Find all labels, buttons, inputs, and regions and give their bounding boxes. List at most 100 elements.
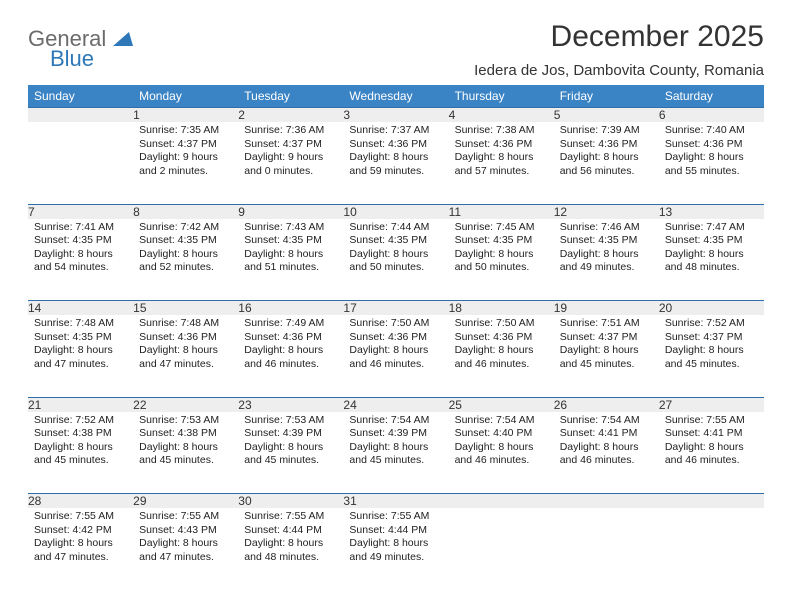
day-number: 19 — [554, 301, 659, 316]
day-details: Sunrise: 7:46 AMSunset: 4:35 PMDaylight:… — [554, 219, 659, 282]
day-cell: Sunrise: 7:48 AMSunset: 4:36 PMDaylight:… — [133, 315, 238, 397]
day-number: 4 — [449, 108, 554, 123]
empty-day-number — [449, 494, 554, 509]
weekday-header: Monday — [133, 85, 238, 108]
day-details: Sunrise: 7:49 AMSunset: 4:36 PMDaylight:… — [238, 315, 343, 378]
day-details: Sunrise: 7:50 AMSunset: 4:36 PMDaylight:… — [343, 315, 448, 378]
day-number: 14 — [28, 301, 133, 316]
day-number-row: 14151617181920 — [28, 301, 764, 316]
calendar-header: SundayMondayTuesdayWednesdayThursdayFrid… — [28, 85, 764, 108]
weekday-header: Wednesday — [343, 85, 448, 108]
day-details: Sunrise: 7:35 AMSunset: 4:37 PMDaylight:… — [133, 122, 238, 185]
day-cell: Sunrise: 7:53 AMSunset: 4:38 PMDaylight:… — [133, 412, 238, 494]
day-details: Sunrise: 7:55 AMSunset: 4:44 PMDaylight:… — [343, 508, 448, 571]
day-number: 21 — [28, 397, 133, 412]
day-details: Sunrise: 7:55 AMSunset: 4:43 PMDaylight:… — [133, 508, 238, 571]
location-text: Iedera de Jos, Dambovita County, Romania — [474, 62, 764, 79]
day-number: 13 — [659, 204, 764, 219]
day-cell: Sunrise: 7:41 AMSunset: 4:35 PMDaylight:… — [28, 219, 133, 301]
day-details: Sunrise: 7:48 AMSunset: 4:35 PMDaylight:… — [28, 315, 133, 378]
calendar-week-row: Sunrise: 7:55 AMSunset: 4:42 PMDaylight:… — [28, 508, 764, 590]
day-number: 22 — [133, 397, 238, 412]
day-cell: Sunrise: 7:50 AMSunset: 4:36 PMDaylight:… — [449, 315, 554, 397]
day-number: 30 — [238, 494, 343, 509]
weekday-header: Saturday — [659, 85, 764, 108]
empty-cell — [449, 508, 554, 590]
day-cell: Sunrise: 7:49 AMSunset: 4:36 PMDaylight:… — [238, 315, 343, 397]
day-cell: Sunrise: 7:39 AMSunset: 4:36 PMDaylight:… — [554, 122, 659, 204]
day-cell: Sunrise: 7:55 AMSunset: 4:44 PMDaylight:… — [238, 508, 343, 590]
empty-day-number — [554, 494, 659, 509]
day-number: 27 — [659, 397, 764, 412]
calendar-week-row: Sunrise: 7:41 AMSunset: 4:35 PMDaylight:… — [28, 219, 764, 301]
title-block: December 2025 Iedera de Jos, Dambovita C… — [474, 20, 764, 79]
day-number: 2 — [238, 108, 343, 123]
day-number-row: 21222324252627 — [28, 397, 764, 412]
day-cell: Sunrise: 7:37 AMSunset: 4:36 PMDaylight:… — [343, 122, 448, 204]
weekday-header: Thursday — [449, 85, 554, 108]
day-number-row: 123456 — [28, 108, 764, 123]
empty-cell — [28, 122, 133, 204]
day-cell: Sunrise: 7:54 AMSunset: 4:40 PMDaylight:… — [449, 412, 554, 494]
empty-cell — [554, 508, 659, 590]
day-details: Sunrise: 7:36 AMSunset: 4:37 PMDaylight:… — [238, 122, 343, 185]
day-details: Sunrise: 7:41 AMSunset: 4:35 PMDaylight:… — [28, 219, 133, 282]
day-details: Sunrise: 7:37 AMSunset: 4:36 PMDaylight:… — [343, 122, 448, 185]
day-details: Sunrise: 7:47 AMSunset: 4:35 PMDaylight:… — [659, 219, 764, 282]
day-details: Sunrise: 7:53 AMSunset: 4:39 PMDaylight:… — [238, 412, 343, 475]
day-details: Sunrise: 7:45 AMSunset: 4:35 PMDaylight:… — [449, 219, 554, 282]
day-number: 1 — [133, 108, 238, 123]
day-details: Sunrise: 7:51 AMSunset: 4:37 PMDaylight:… — [554, 315, 659, 378]
day-details: Sunrise: 7:52 AMSunset: 4:37 PMDaylight:… — [659, 315, 764, 378]
day-number: 26 — [554, 397, 659, 412]
calendar-body: 123456Sunrise: 7:35 AMSunset: 4:37 PMDay… — [28, 108, 764, 591]
day-details: Sunrise: 7:54 AMSunset: 4:41 PMDaylight:… — [554, 412, 659, 475]
day-cell: Sunrise: 7:51 AMSunset: 4:37 PMDaylight:… — [554, 315, 659, 397]
day-details: Sunrise: 7:48 AMSunset: 4:36 PMDaylight:… — [133, 315, 238, 378]
day-number: 25 — [449, 397, 554, 412]
day-number: 9 — [238, 204, 343, 219]
day-cell: Sunrise: 7:36 AMSunset: 4:37 PMDaylight:… — [238, 122, 343, 204]
day-number: 17 — [343, 301, 448, 316]
day-cell: Sunrise: 7:35 AMSunset: 4:37 PMDaylight:… — [133, 122, 238, 204]
day-number: 8 — [133, 204, 238, 219]
day-number: 16 — [238, 301, 343, 316]
day-cell: Sunrise: 7:38 AMSunset: 4:36 PMDaylight:… — [449, 122, 554, 204]
calendar-week-row: Sunrise: 7:48 AMSunset: 4:35 PMDaylight:… — [28, 315, 764, 397]
weekday-header: Friday — [554, 85, 659, 108]
day-details: Sunrise: 7:40 AMSunset: 4:36 PMDaylight:… — [659, 122, 764, 185]
day-cell: Sunrise: 7:54 AMSunset: 4:41 PMDaylight:… — [554, 412, 659, 494]
day-cell: Sunrise: 7:53 AMSunset: 4:39 PMDaylight:… — [238, 412, 343, 494]
day-number: 28 — [28, 494, 133, 509]
weekday-header: Tuesday — [238, 85, 343, 108]
day-number: 24 — [343, 397, 448, 412]
logo-text-top: General — [28, 26, 106, 52]
day-details: Sunrise: 7:55 AMSunset: 4:41 PMDaylight:… — [659, 412, 764, 475]
day-cell: Sunrise: 7:45 AMSunset: 4:35 PMDaylight:… — [449, 219, 554, 301]
weekday-header: Sunday — [28, 85, 133, 108]
calendar-table: SundayMondayTuesdayWednesdayThursdayFrid… — [28, 85, 764, 590]
day-number: 20 — [659, 301, 764, 316]
day-number: 15 — [133, 301, 238, 316]
day-number-row: 28293031 — [28, 494, 764, 509]
day-cell: Sunrise: 7:55 AMSunset: 4:41 PMDaylight:… — [659, 412, 764, 494]
day-cell: Sunrise: 7:40 AMSunset: 4:36 PMDaylight:… — [659, 122, 764, 204]
day-details: Sunrise: 7:44 AMSunset: 4:35 PMDaylight:… — [343, 219, 448, 282]
day-cell: Sunrise: 7:50 AMSunset: 4:36 PMDaylight:… — [343, 315, 448, 397]
empty-day-number — [28, 108, 133, 123]
day-cell: Sunrise: 7:54 AMSunset: 4:39 PMDaylight:… — [343, 412, 448, 494]
day-cell: Sunrise: 7:55 AMSunset: 4:42 PMDaylight:… — [28, 508, 133, 590]
day-cell: Sunrise: 7:47 AMSunset: 4:35 PMDaylight:… — [659, 219, 764, 301]
day-cell: Sunrise: 7:52 AMSunset: 4:37 PMDaylight:… — [659, 315, 764, 397]
day-details: Sunrise: 7:54 AMSunset: 4:39 PMDaylight:… — [343, 412, 448, 475]
day-number: 18 — [449, 301, 554, 316]
day-details: Sunrise: 7:38 AMSunset: 4:36 PMDaylight:… — [449, 122, 554, 185]
day-number: 12 — [554, 204, 659, 219]
day-number: 6 — [659, 108, 764, 123]
day-number: 23 — [238, 397, 343, 412]
day-details: Sunrise: 7:52 AMSunset: 4:38 PMDaylight:… — [28, 412, 133, 475]
empty-day-number — [659, 494, 764, 509]
header: General Blue December 2025 Iedera de Jos… — [28, 20, 764, 79]
day-details: Sunrise: 7:53 AMSunset: 4:38 PMDaylight:… — [133, 412, 238, 475]
day-number: 10 — [343, 204, 448, 219]
